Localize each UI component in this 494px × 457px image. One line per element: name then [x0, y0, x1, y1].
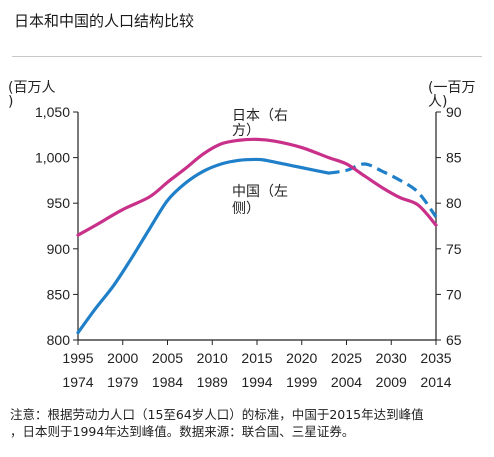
right-unit-label-line2: 人) [428, 94, 447, 110]
x-tick-label-china: 2005 [152, 350, 183, 366]
left-y-tick-label: 900 [47, 241, 71, 257]
right-y-tick-label: 65 [446, 332, 462, 348]
x-tick-label-japan: 2004 [331, 374, 362, 390]
footnote-line-1: 注意：根据劳动力人口（15至64岁人口）的标准，中国于2015年达到峰值 [10, 407, 424, 422]
x-tick-label-japan: 2014 [420, 374, 451, 390]
x-tick-label-china: 2015 [241, 350, 272, 366]
left-unit-label-line2: ) [8, 94, 13, 110]
japan-series-label-line2: 方） [232, 123, 260, 139]
population-chart: (百万人 ) (一百万 人) 800 850 900 950 1,000 1,050 65 7… [8, 80, 475, 390]
series-lines [76, 137, 438, 335]
left-y-tick-label: 1,000 [35, 150, 70, 166]
title-divider [12, 56, 482, 57]
china-series-label-line2: 侧） [232, 201, 260, 217]
right-y-tick-label: 85 [446, 150, 462, 166]
footnote: 注意：根据劳动力人口（15至64岁人口）的标准，中国于2015年达到峰值 ，日本… [10, 406, 486, 440]
x-tick-label-japan: 1999 [286, 374, 317, 390]
x-tick-label-japan: 1989 [197, 374, 228, 390]
x-tick-label-china: 2000 [107, 350, 138, 366]
japan-series-label-line1: 日本（右 [232, 108, 288, 124]
x-tick-label-china: 1995 [62, 350, 93, 366]
left-unit-label-line1: (百万人 [8, 80, 55, 96]
right-y-tick-label: 70 [446, 286, 462, 302]
china-projected-line [328, 162, 438, 218]
x-tick-label-china: 2025 [331, 350, 362, 366]
x-tick-label-japan: 1979 [107, 374, 138, 390]
x-tick-label-japan: 2009 [376, 374, 407, 390]
x-tick-label-china: 2030 [376, 350, 407, 366]
right-unit-label-line1: (一百万 [428, 80, 475, 96]
japan-series-line [76, 137, 438, 237]
x-tick-label-japan: 1984 [152, 374, 183, 390]
left-y-tick-label: 800 [47, 332, 71, 348]
x-tick-label-japan: 1994 [241, 374, 272, 390]
x-tick-label-china: 2020 [286, 350, 317, 366]
page-title: 日本和中国的人口结构比较 [14, 12, 195, 30]
china-series-label-line1: 中国（左 [232, 184, 288, 200]
axis-ticks: 800 850 900 950 1,000 1,050 65 70 75 80 85 90 1995 19… [35, 104, 462, 390]
footnote-line-2: ，日本则于1994年达到峰值。数据来源：联合国、三星证券。 [10, 424, 355, 439]
x-tick-label-china: 2010 [197, 350, 228, 366]
china-series-line [76, 157, 331, 335]
left-y-tick-label: 1,050 [35, 104, 70, 120]
left-y-tick-label: 850 [47, 286, 71, 302]
right-y-tick-label: 75 [446, 241, 462, 257]
x-tick-label-china: 2035 [420, 350, 451, 366]
right-y-tick-label: 80 [446, 195, 462, 211]
left-y-tick-label: 950 [47, 195, 71, 211]
x-tick-label-japan: 1974 [62, 374, 93, 390]
right-y-tick-label: 90 [446, 104, 462, 120]
